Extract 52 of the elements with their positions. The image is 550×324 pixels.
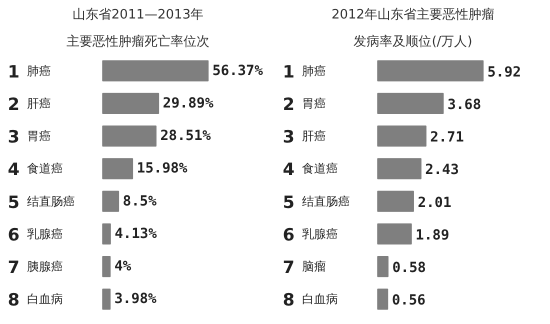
- data-label: 8.5%: [122, 193, 158, 210]
- data-label: 4%: [114, 258, 132, 275]
- bar: [377, 158, 422, 180]
- bar: [102, 190, 120, 212]
- bar: [102, 288, 111, 310]
- y-tick-label: 6 乳腺癌: [8, 225, 63, 246]
- y-tick-label: 8 白血病: [282, 290, 338, 311]
- chart-subtitle: 发病率及顺位(/万人): [354, 34, 472, 50]
- y-tick-label: 3 胃癌: [8, 128, 51, 148]
- data-label: 2.43: [425, 162, 459, 178]
- y-tick-label: 7 胰腺癌: [8, 258, 63, 278]
- bar: [377, 125, 426, 147]
- bar: [102, 125, 157, 147]
- data-label: 0.58: [392, 260, 426, 276]
- y-tick-label: 1 肺癌: [8, 62, 51, 82]
- data-label: 1.89: [416, 227, 450, 244]
- bar: [102, 158, 134, 180]
- data-label: 29.89%: [162, 95, 214, 112]
- data-label: 28.51%: [160, 128, 212, 144]
- y-tick-label: 3 肝癌: [282, 128, 326, 148]
- chart-subtitle: 主要恶性肿瘤死亡率位次: [66, 34, 210, 50]
- data-label: 2.71: [430, 130, 464, 146]
- data-label: 56.37%: [212, 62, 264, 79]
- bar: [377, 288, 388, 310]
- y-tick-label: 7 脑瘤: [282, 258, 326, 278]
- y-tick-label: 4 食道癌: [8, 160, 63, 180]
- data-label: 2.01: [418, 194, 452, 211]
- y-tick-label: 5 结直肠癌: [8, 192, 75, 213]
- bar: [102, 223, 111, 245]
- y-tick-label: 2 胃癌: [282, 94, 326, 115]
- bar: [377, 223, 412, 245]
- y-tick-label: 5 结直肠癌: [282, 192, 350, 213]
- bar: [102, 92, 160, 114]
- y-tick-label: 4 食道癌: [282, 160, 338, 180]
- data-label: 4.13%: [114, 226, 158, 242]
- y-tick-label: 1 肺癌: [282, 62, 326, 82]
- data-label: 3.68: [447, 96, 482, 113]
- data-label: 0.56: [392, 292, 426, 309]
- y-tick-label: 2 肝癌: [8, 94, 51, 115]
- bar: [377, 190, 414, 212]
- data-label: 3.98%: [114, 291, 158, 308]
- chart-title: 山东省2011—2013年: [72, 8, 204, 22]
- y-tick-label: 8 白血病: [8, 290, 63, 311]
- chart-title: 2012年山东省主要恶性肿瘤: [331, 6, 495, 22]
- bar: [102, 256, 111, 278]
- bar: [377, 92, 444, 114]
- bar: [377, 256, 389, 278]
- bar: [102, 60, 209, 82]
- y-tick-label: 6 乳腺癌: [282, 225, 338, 246]
- bar: [377, 60, 484, 82]
- data-label: 15.98%: [136, 160, 188, 177]
- data-label: 5.92: [487, 64, 522, 80]
